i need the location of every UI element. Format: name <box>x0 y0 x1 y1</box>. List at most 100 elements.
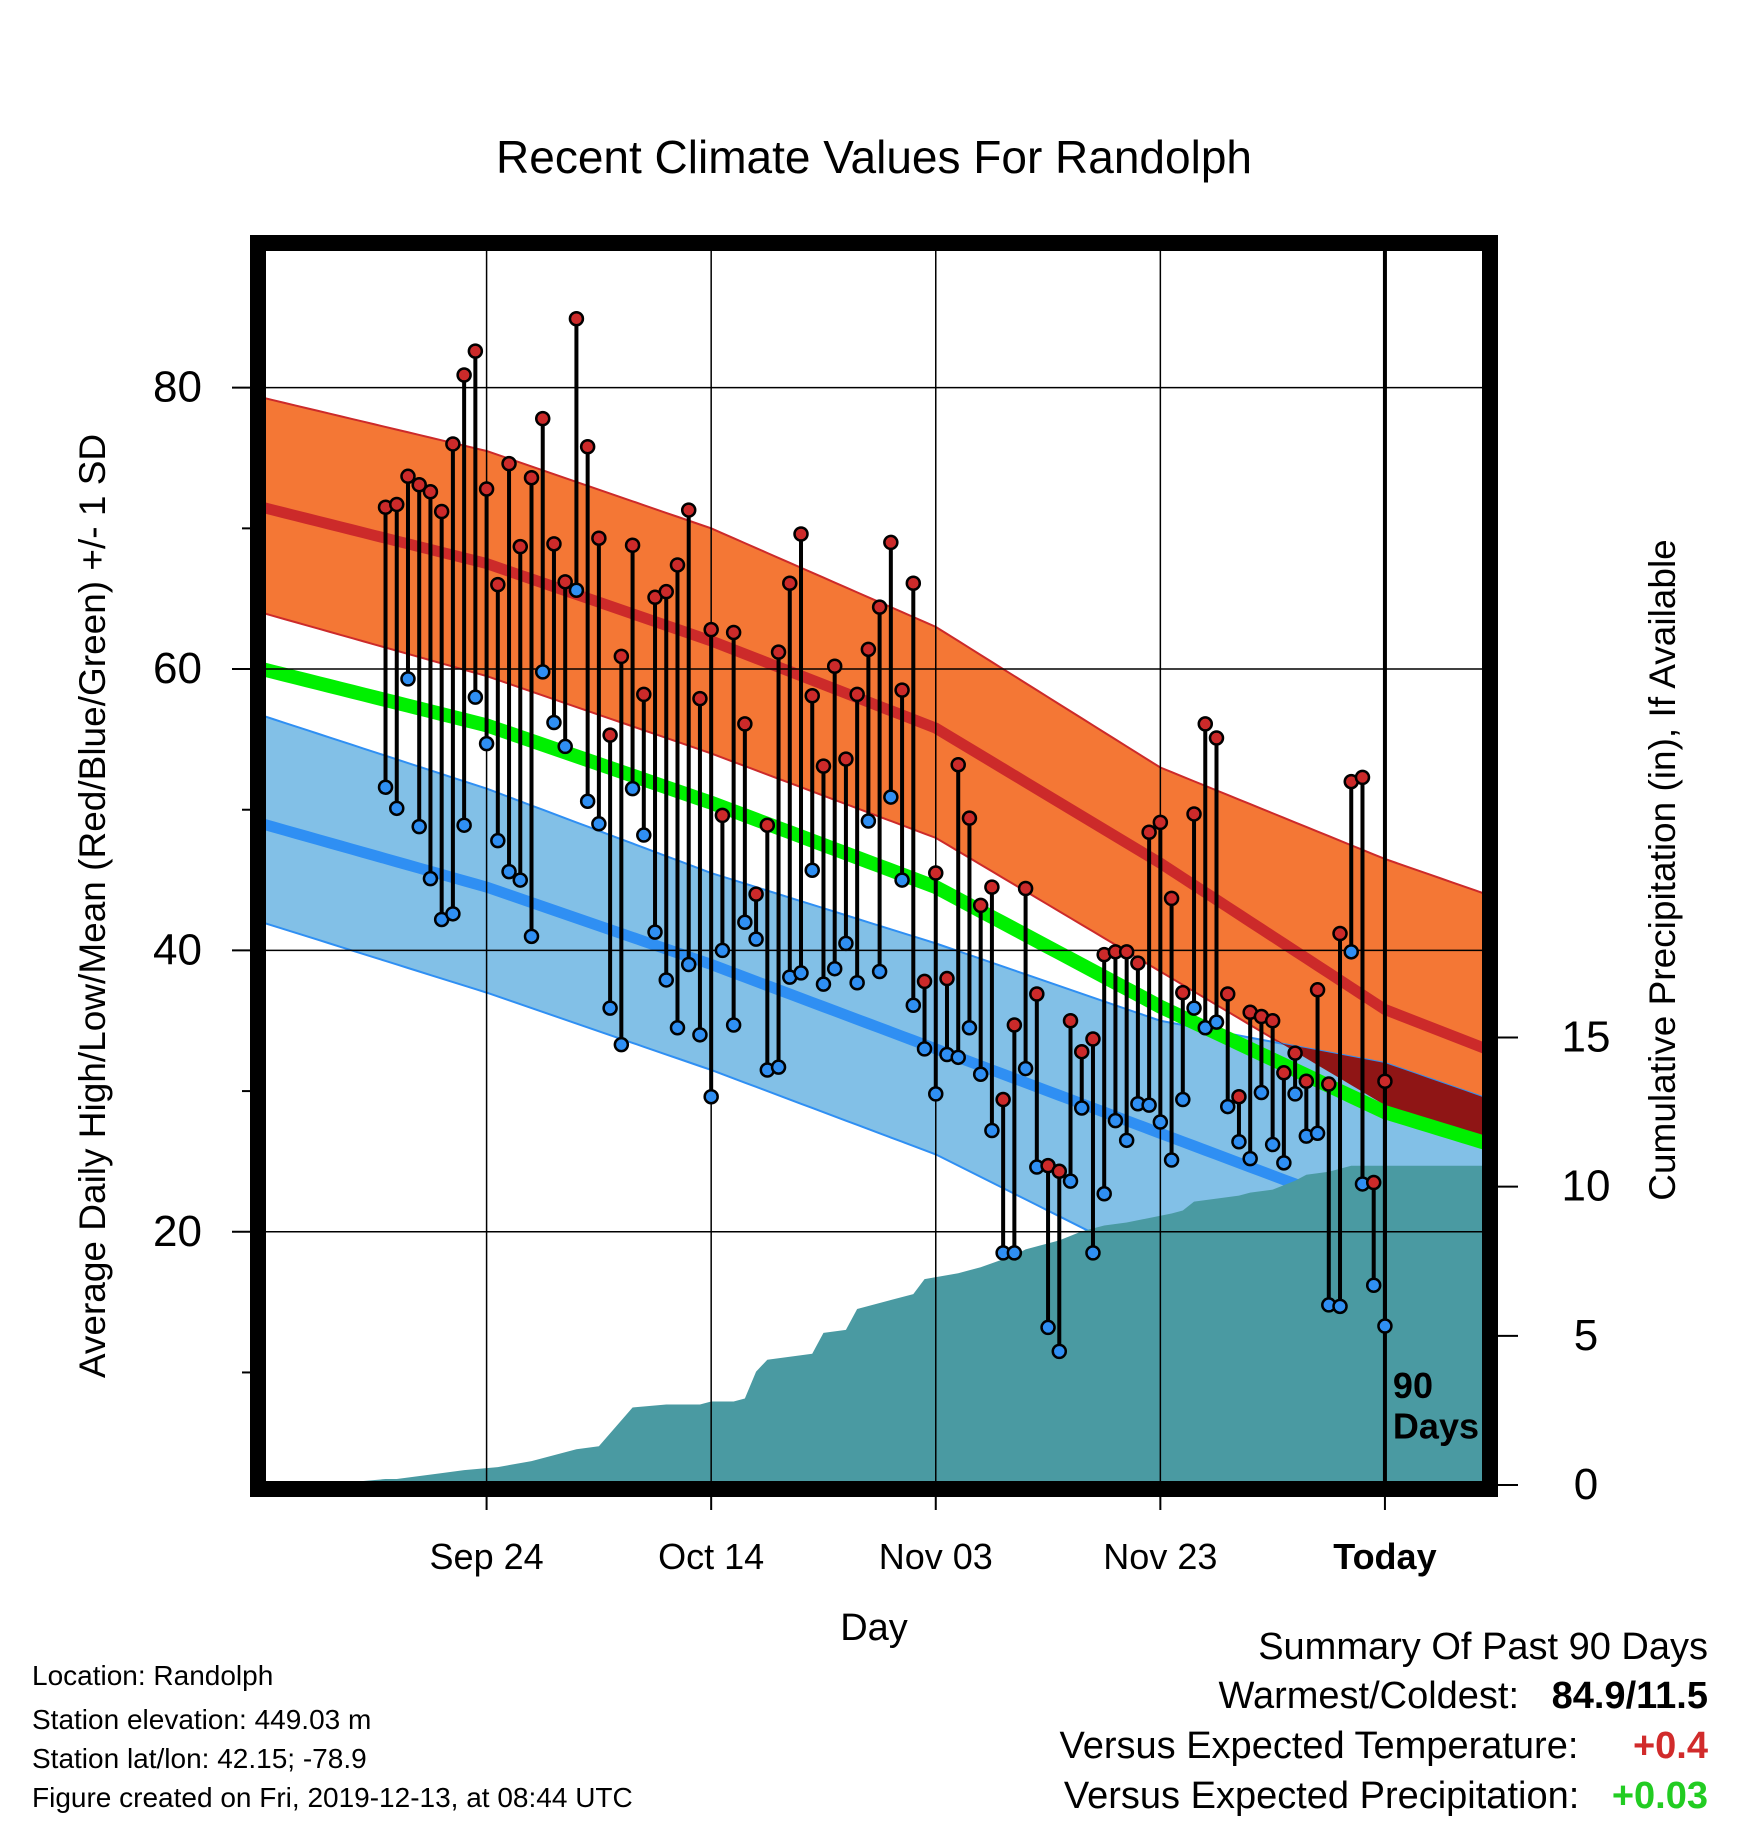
daily-high-point <box>1309 982 1326 998</box>
daily-low-point <box>1096 1186 1112 1202</box>
x-tick-label: Oct 14 <box>658 1536 764 1577</box>
daily-high-point <box>478 481 495 497</box>
daily-low-point <box>1017 1060 1034 1077</box>
daily-high-point <box>737 716 753 732</box>
daily-high-point <box>1365 1174 1382 1191</box>
daily-high-point <box>748 886 764 902</box>
daily-low-point <box>1085 1245 1101 1261</box>
daily-low-point <box>961 1020 978 1036</box>
daily-low-point <box>1107 1112 1124 1129</box>
summary-precip: Versus Expected Precipitation: +0.03 <box>1064 1775 1708 1818</box>
daily-low-point <box>1118 1132 1135 1149</box>
daily-high-point <box>1298 1073 1315 1089</box>
daily-low-point <box>512 872 529 888</box>
daily-low-point <box>1051 1343 1068 1360</box>
daily-low-point <box>894 872 910 888</box>
daily-high-point <box>433 503 450 520</box>
daily-low-point <box>1141 1097 1157 1113</box>
daily-low-point <box>445 906 461 922</box>
daily-high-point <box>950 756 966 773</box>
daily-high-point <box>1062 1013 1079 1029</box>
daily-high-point <box>658 583 675 600</box>
daily-high-point <box>759 817 776 833</box>
daily-high-point <box>557 574 573 590</box>
y-tick-label: 60 <box>153 644 202 693</box>
daily-low-point <box>703 1088 719 1105</box>
y2-tick-label: 5 <box>1574 1311 1598 1360</box>
daily-high-point <box>523 469 540 486</box>
daily-high-point <box>602 727 618 743</box>
daily-high-point <box>793 526 809 542</box>
daily-low-point <box>1073 1100 1090 1116</box>
marker-label-number: 90 <box>1393 1365 1433 1406</box>
daily-high-point <box>1377 1073 1393 1089</box>
daily-high-point <box>961 810 978 826</box>
daily-high-point <box>1231 1088 1247 1105</box>
daily-high-point <box>1186 806 1202 822</box>
footer-created: Figure created on Fri, 2019-12-13, at 08… <box>32 1782 633 1813</box>
daily-low-point <box>849 975 865 991</box>
daily-high-point <box>849 686 865 703</box>
summary-warm-cold: Warmest/Coldest: 84.9/11.5 <box>1218 1675 1708 1718</box>
y-tick-label: 80 <box>153 363 202 412</box>
daily-high-point <box>1197 716 1214 732</box>
daily-high-point <box>389 496 405 513</box>
daily-low-point <box>490 832 506 849</box>
daily-high-point <box>613 648 630 665</box>
daily-low-point <box>928 1086 944 1102</box>
x-tick-label: Nov 23 <box>1103 1536 1217 1577</box>
daily-high-point <box>1332 925 1348 942</box>
summary-warm-cold-value: 84.9/11.5 <box>1551 1675 1708 1717</box>
daily-high-point <box>928 865 944 881</box>
daily-low-point <box>456 817 472 833</box>
daily-low-point <box>1006 1245 1023 1261</box>
daily-high-point <box>1264 1013 1281 1029</box>
plot-frame <box>250 235 1498 1497</box>
daily-high-point <box>905 575 922 591</box>
daily-high-point <box>669 557 686 573</box>
normal-low-mean-line <box>262 818 1486 1245</box>
daily-low-point <box>669 1020 686 1036</box>
daily-low-point <box>579 793 596 810</box>
daily-low-point <box>804 862 820 878</box>
daily-low-point <box>1332 1298 1348 1315</box>
daily-low-point <box>422 870 439 887</box>
daily-high-point <box>703 621 719 638</box>
daily-low-point <box>478 735 495 752</box>
x-tick-label: Sep 24 <box>430 1536 544 1577</box>
daily-low-point <box>1242 1150 1258 1167</box>
summary-precip-label: Versus Expected Precipitation: <box>1063 1775 1580 1817</box>
daily-high-point <box>916 973 933 990</box>
daily-low-point <box>523 928 540 945</box>
daily-high-point <box>1354 769 1371 786</box>
y-tick-label: 40 <box>153 925 202 974</box>
daily-high-point <box>972 897 989 914</box>
daily-high-point <box>804 688 820 704</box>
daily-low-point <box>680 956 697 973</box>
daily-low-point <box>658 972 675 988</box>
daily-low-point <box>501 863 517 880</box>
daily-low-point <box>815 976 832 992</box>
daily-low-point <box>748 931 764 947</box>
daily-high-point <box>1276 1065 1292 1081</box>
daily-low-point <box>1186 1000 1202 1016</box>
daily-low-point <box>636 827 652 843</box>
daily-high-point <box>512 538 529 555</box>
daily-low-point <box>647 924 663 940</box>
daily-low-point <box>1040 1319 1056 1336</box>
daily-high-point <box>692 690 708 707</box>
daily-high-point <box>534 410 551 427</box>
footer-latlon: Station lat/lon: 42.15; -78.9 <box>32 1743 367 1774</box>
daily-high-point <box>422 484 439 500</box>
daily-low-point <box>1062 1173 1079 1189</box>
daily-low-point <box>1219 1098 1236 1115</box>
daily-low-point <box>400 671 416 687</box>
daily-low-point <box>838 935 854 952</box>
daily-low-point <box>1253 1084 1270 1101</box>
daily-low-point <box>591 816 607 832</box>
daily-high-point <box>1051 1163 1068 1180</box>
daily-low-point <box>770 1059 787 1075</box>
daily-low-point <box>1276 1155 1292 1171</box>
daily-high-point <box>871 599 888 615</box>
daily-high-point <box>490 576 506 593</box>
